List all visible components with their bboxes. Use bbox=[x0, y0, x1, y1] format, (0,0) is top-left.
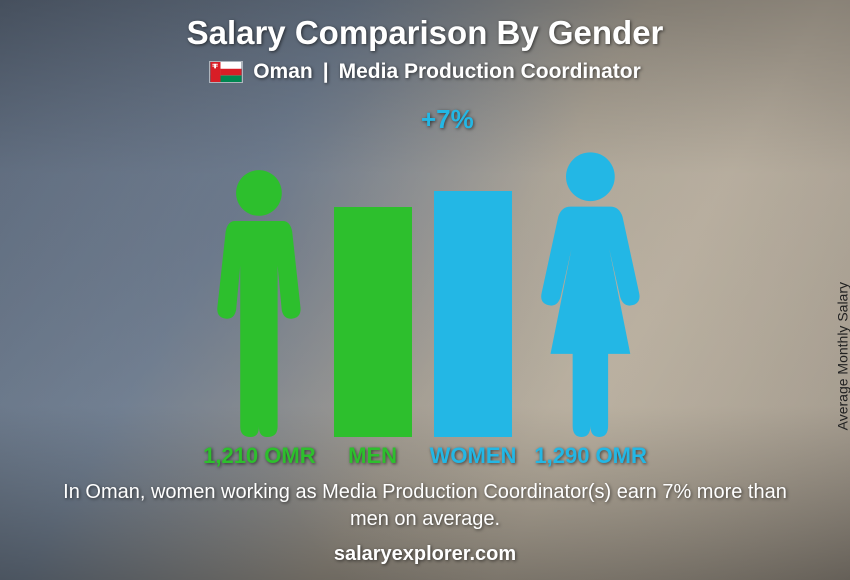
women-bar bbox=[434, 191, 512, 437]
chart: +7% 1,210 OMR MEN WOMEN 1,290 OMR Averag… bbox=[0, 94, 850, 469]
male-icon bbox=[207, 167, 311, 437]
men-value: 1,210 OMR bbox=[203, 443, 316, 469]
men-bar-col: MEN bbox=[334, 147, 412, 469]
women-icon-col: 1,290 OMR bbox=[534, 147, 647, 469]
flag-icon bbox=[209, 61, 243, 83]
pct-diff-label: +7% bbox=[421, 104, 474, 135]
men-icon-col: 1,210 OMR bbox=[203, 147, 316, 469]
women-bar-col: WOMEN bbox=[430, 147, 517, 469]
women-label: WOMEN bbox=[430, 443, 517, 469]
infographic: Salary Comparison By Gender Oman | Media… bbox=[0, 0, 850, 580]
separator: | bbox=[323, 60, 329, 84]
page-title: Salary Comparison By Gender bbox=[187, 14, 664, 52]
summary-text: In Oman, women working as Media Producti… bbox=[51, 479, 799, 533]
job-label: Media Production Coordinator bbox=[339, 60, 641, 84]
women-value: 1,290 OMR bbox=[534, 443, 647, 469]
country-label: Oman bbox=[253, 60, 313, 84]
men-bar bbox=[334, 207, 412, 437]
female-icon bbox=[535, 149, 646, 437]
men-label: MEN bbox=[348, 443, 397, 469]
subtitle: Oman | Media Production Coordinator bbox=[209, 60, 641, 84]
y-axis-label: Average Monthly Salary bbox=[834, 282, 850, 430]
brand: salaryexplorer.com bbox=[334, 543, 516, 566]
